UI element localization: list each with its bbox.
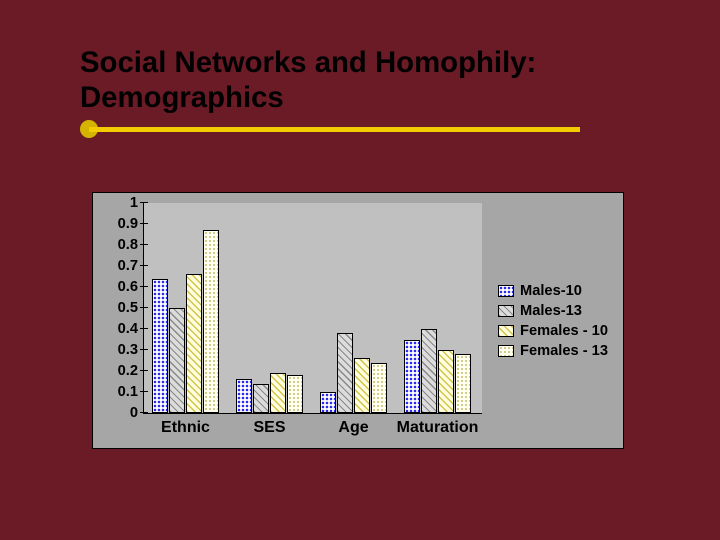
title-line-2: Demographics bbox=[80, 80, 536, 115]
legend-swatch bbox=[498, 305, 514, 317]
bar bbox=[404, 340, 420, 414]
bar bbox=[438, 350, 454, 413]
bar bbox=[354, 358, 370, 413]
title-underline bbox=[80, 120, 580, 138]
chart-area: 0 0.1 0.2 0.3 0.4 0.5 0.6 0.7 0.8 0.9 1 Ethnic SES Ag… bbox=[92, 192, 624, 449]
y-tick-label: 0.7 bbox=[118, 258, 144, 274]
legend-item: Males-10 bbox=[498, 283, 608, 299]
y-tick-label: 0.5 bbox=[118, 300, 144, 316]
plot-region: 00.10.20.30.40.50.60.70.80.91EthnicSESAg… bbox=[143, 203, 482, 414]
legend-item: Females - 10 bbox=[498, 323, 608, 339]
x-category-label: Maturation bbox=[397, 413, 479, 437]
y-tick-label: 0 bbox=[130, 405, 144, 421]
y-tick-label: 0.6 bbox=[118, 279, 144, 295]
legend: Males-10 Males-13 Females - 10 Females - 13 bbox=[498, 283, 608, 363]
y-tick-mark bbox=[140, 286, 148, 287]
y-tick-mark bbox=[140, 391, 148, 392]
bar bbox=[287, 375, 303, 413]
y-tick-mark bbox=[140, 307, 148, 308]
legend-item: Males-13 bbox=[498, 303, 608, 319]
y-tick-mark bbox=[140, 370, 148, 371]
bar bbox=[236, 379, 252, 413]
slide-title: Social Networks and Homophily: Demograph… bbox=[80, 45, 536, 115]
y-tick-label: 0.1 bbox=[118, 384, 144, 400]
y-tick-mark bbox=[140, 223, 148, 224]
y-tick-label: 0.3 bbox=[118, 342, 144, 358]
bar bbox=[270, 373, 286, 413]
legend-label: Males-13 bbox=[520, 303, 582, 319]
slide: Social Networks and Homophily: Demograph… bbox=[0, 0, 720, 540]
x-category-label: Age bbox=[338, 413, 368, 437]
legend-swatch bbox=[498, 345, 514, 357]
legend-label: Males-10 bbox=[520, 283, 582, 299]
y-tick-mark bbox=[140, 244, 148, 245]
y-tick-mark bbox=[140, 349, 148, 350]
y-tick-label: 1 bbox=[130, 195, 144, 211]
y-tick-mark bbox=[140, 412, 148, 413]
y-tick-label: 0.8 bbox=[118, 237, 144, 253]
bar bbox=[337, 333, 353, 413]
bar bbox=[169, 308, 185, 413]
bar bbox=[253, 384, 269, 413]
bar bbox=[320, 392, 336, 413]
legend-label: Females - 13 bbox=[520, 343, 608, 359]
bar bbox=[186, 274, 202, 413]
bar bbox=[152, 279, 168, 413]
legend-item: Females - 13 bbox=[498, 343, 608, 359]
y-tick-mark bbox=[140, 328, 148, 329]
legend-swatch bbox=[498, 285, 514, 297]
title-line-1: Social Networks and Homophily: bbox=[80, 45, 536, 80]
y-tick-label: 0.4 bbox=[118, 321, 144, 337]
bar bbox=[371, 363, 387, 413]
y-tick-label: 0.9 bbox=[118, 216, 144, 232]
y-tick-mark bbox=[140, 265, 148, 266]
y-tick-label: 0.2 bbox=[118, 363, 144, 379]
legend-swatch bbox=[498, 325, 514, 337]
x-category-label: Ethnic bbox=[161, 413, 210, 437]
bar bbox=[455, 354, 471, 413]
bar bbox=[203, 230, 219, 413]
legend-label: Females - 10 bbox=[520, 323, 608, 339]
x-category-label: SES bbox=[253, 413, 285, 437]
y-tick-mark bbox=[140, 202, 148, 203]
underline-bar bbox=[89, 127, 580, 132]
bar bbox=[421, 329, 437, 413]
